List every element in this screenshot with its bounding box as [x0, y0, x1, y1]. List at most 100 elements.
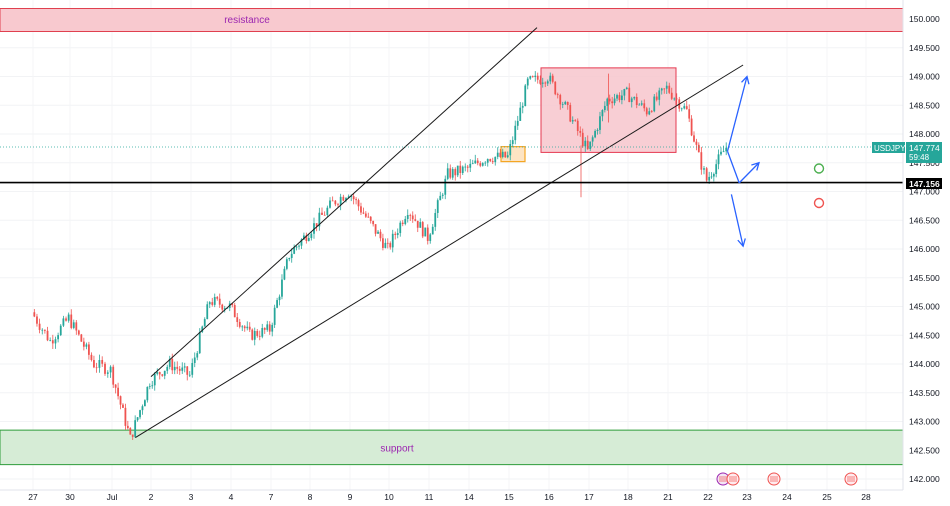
candle-body — [486, 159, 489, 163]
hline-price-tag — [906, 178, 942, 189]
scenario-arrow-head — [737, 238, 746, 248]
candle-body — [57, 335, 60, 340]
candle-body — [72, 322, 75, 328]
event-markers[interactable] — [716, 472, 858, 486]
candle-body — [246, 326, 249, 329]
candle-body — [345, 197, 347, 201]
candle-body — [342, 196, 345, 201]
candle-body — [271, 324, 274, 332]
candle-body — [499, 152, 502, 157]
candle-body — [663, 88, 666, 90]
scenario-arrow[interactable] — [726, 151, 740, 184]
candle-body — [307, 238, 310, 241]
trendline[interactable] — [135, 64, 744, 439]
candle-body — [82, 341, 85, 347]
red-circle-marker[interactable] — [813, 197, 825, 209]
candle-body — [347, 196, 350, 198]
candle-body — [65, 318, 67, 321]
candle-body — [556, 94, 559, 96]
candle-body — [350, 196, 353, 198]
drawings[interactable] — [0, 27, 903, 439]
time-tick-label: 22 — [703, 492, 713, 502]
candle-body — [51, 340, 54, 344]
candle-body — [93, 360, 95, 368]
candle-body — [163, 370, 166, 376]
candle-body — [331, 200, 334, 202]
candle-body — [404, 218, 407, 224]
candle-body — [449, 168, 452, 178]
candle-body — [33, 312, 36, 317]
candle-body — [136, 417, 139, 421]
candle-body — [655, 96, 658, 100]
candle-body — [80, 334, 83, 342]
zones: resistance support — [0, 8, 904, 466]
candle-body — [256, 330, 259, 336]
candle-body — [233, 305, 236, 318]
scenario-arrow-head — [741, 75, 750, 85]
candle-body — [38, 323, 41, 330]
candle-body — [355, 199, 357, 201]
candle-body — [539, 79, 542, 84]
candle-body — [526, 78, 529, 86]
price-tick-label: 145.500 — [909, 273, 940, 283]
countdown-label: 59:48 — [909, 153, 930, 162]
trendline[interactable] — [150, 27, 538, 378]
candle-body — [613, 98, 616, 104]
price-axis[interactable]: 150.000149.500149.000148.500148.000147.5… — [902, 0, 950, 506]
price-tick-label: 148.000 — [909, 129, 940, 139]
candle-body — [630, 98, 633, 103]
time-axis[interactable]: 27 30 Jul 2 3 4 7 8 9 10 11 14 15 16 17 18 21 22 23 24 25 28 — [0, 489, 903, 502]
candle-body — [186, 366, 189, 375]
candle-body — [374, 224, 377, 234]
candle-body — [251, 329, 254, 340]
price-tick-label: 143.000 — [909, 417, 940, 427]
candle-body — [668, 85, 671, 93]
candle-body — [218, 298, 221, 305]
candle-body — [606, 98, 609, 106]
candle-body — [208, 302, 211, 305]
candle-body — [266, 324, 269, 330]
candle-body — [479, 163, 482, 166]
candle-body — [109, 366, 112, 373]
candle-body — [434, 212, 437, 227]
candle-body — [129, 428, 132, 435]
time-tick-label: 9 — [348, 492, 353, 502]
candle-body — [213, 297, 216, 305]
scenario-arrow[interactable] — [738, 162, 760, 184]
price-tick-label: 143.500 — [909, 388, 940, 398]
candle-body — [531, 76, 534, 78]
green-circle-marker[interactable] — [813, 163, 825, 174]
candle-body — [439, 195, 442, 201]
candle-body — [551, 75, 554, 82]
candle-body — [148, 386, 151, 387]
time-tick-label: 28 — [861, 492, 871, 502]
candle-body — [638, 104, 641, 106]
candle-body — [693, 135, 695, 142]
candle-body — [46, 330, 49, 341]
candle-body — [273, 307, 276, 325]
candle-body — [601, 110, 604, 117]
scenario-arrow[interactable] — [726, 76, 748, 152]
candle-body — [386, 242, 389, 244]
candle-body — [464, 166, 467, 168]
candle-body — [90, 354, 93, 361]
candle-body — [673, 98, 676, 100]
candle-body — [616, 95, 618, 99]
candle-body — [114, 384, 117, 388]
candle-body — [643, 103, 646, 109]
candle-body — [591, 137, 594, 142]
candle-body — [183, 366, 186, 368]
candle-body — [141, 406, 144, 411]
candle-body — [112, 366, 115, 385]
candles — [33, 71, 728, 440]
candle-body — [85, 344, 88, 347]
candle-body — [618, 95, 621, 101]
candle-body — [382, 238, 384, 248]
scenario-arrow[interactable] — [730, 194, 744, 247]
candle-body — [534, 75, 537, 78]
candle-body — [611, 101, 614, 104]
candle-body — [680, 108, 683, 110]
candle-body — [481, 163, 484, 166]
candle-body — [236, 317, 239, 322]
